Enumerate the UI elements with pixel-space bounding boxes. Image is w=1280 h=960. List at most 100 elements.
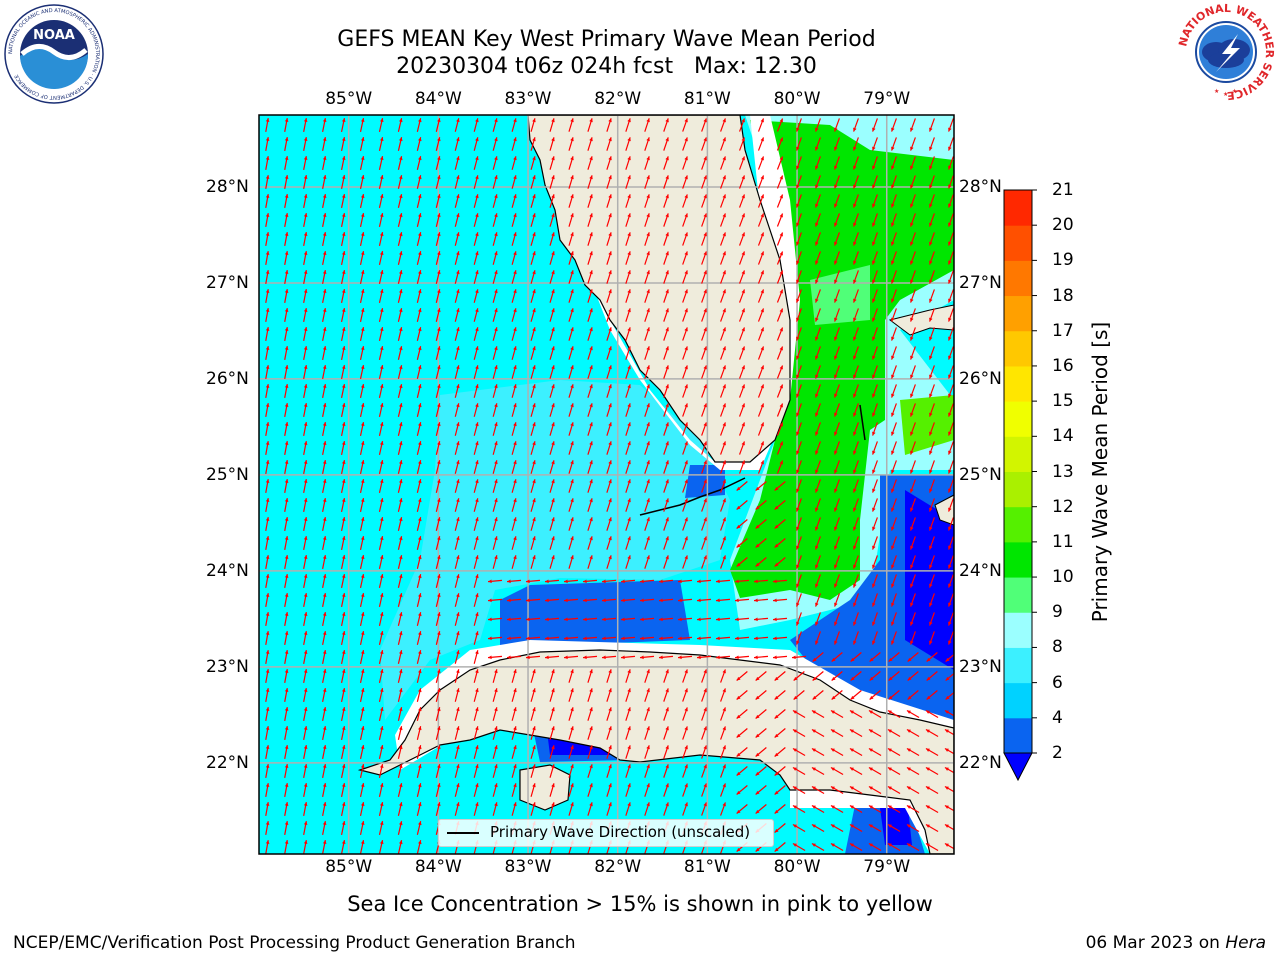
wave-arrow [303, 118, 308, 132]
wave-arrow [492, 726, 498, 740]
wave-arrow [322, 118, 327, 132]
wave-arrow [340, 688, 346, 702]
wave-arrow [397, 289, 403, 303]
wave-arrow [454, 270, 460, 284]
wave-arrow [888, 690, 900, 700]
wave-arrow [473, 346, 479, 360]
wave-arrow [891, 175, 897, 189]
wave-arrow [853, 118, 859, 132]
wave-arrow [834, 346, 840, 360]
wave-arrow [473, 707, 479, 721]
wave-arrow [853, 346, 859, 360]
wave-arrow [416, 536, 422, 550]
wave-arrow [265, 137, 270, 151]
wave-arrow [340, 517, 346, 531]
wave-arrow [753, 598, 769, 603]
wave-arrow [416, 593, 422, 607]
wave-arrow [284, 764, 289, 778]
wave-arrow [738, 137, 746, 151]
wave-arrow [853, 232, 859, 246]
wave-arrow [644, 213, 650, 227]
wave-arrow [511, 137, 517, 151]
wave-arrow [397, 555, 403, 569]
wave-arrow [910, 517, 916, 531]
wave-arrow [435, 479, 441, 493]
wave-arrow [284, 517, 289, 531]
wave-arrow [774, 709, 786, 719]
wave-arrow [416, 175, 422, 189]
wave-arrow [620, 579, 636, 584]
wave-arrow [644, 555, 650, 569]
wave-arrow [530, 707, 536, 721]
wave-arrow [568, 764, 574, 778]
wave-arrow [929, 232, 935, 246]
legend-label: Primary Wave Direction (unscaled) [490, 823, 751, 841]
wave-arrow [891, 574, 897, 588]
wave-arrow [738, 441, 746, 455]
colorbar-segment [1004, 647, 1032, 684]
wave-arrow [772, 636, 788, 641]
wave-arrow [378, 270, 384, 284]
wave-arrow [340, 346, 346, 360]
wave-arrow [830, 804, 844, 814]
wave-arrow [359, 821, 365, 835]
wave-arrow [891, 422, 897, 436]
wave-arrow [929, 137, 935, 151]
wave-arrow [625, 175, 631, 189]
wave-arrow [792, 823, 806, 833]
wave-arrow [757, 194, 765, 208]
wave-arrow [834, 403, 840, 417]
wave-arrow [720, 802, 726, 816]
wave-arrow [416, 517, 422, 531]
wave-arrow [811, 709, 825, 719]
wave-arrow [663, 270, 669, 284]
wave-arrow [738, 232, 746, 246]
wave-arrow [587, 365, 593, 379]
wave-arrow [948, 384, 954, 398]
wave-arrow [568, 688, 574, 702]
wave-arrow [888, 671, 900, 681]
wave-arrow [378, 156, 384, 170]
wave-arrow [853, 631, 859, 645]
wave-arrow [587, 137, 593, 151]
wave-arrow [416, 764, 422, 778]
wave-arrow [872, 232, 878, 246]
wave-arrow [796, 137, 802, 151]
wave-arrow [910, 327, 916, 341]
wave-arrow [265, 327, 270, 341]
noaa-logo-text: NOAA [33, 28, 75, 43]
wave-arrow [948, 403, 954, 417]
wave-arrow [606, 232, 612, 246]
wave-arrow [796, 308, 802, 322]
wave-arrow [677, 636, 693, 641]
noaa-logo-icon: NATIONAL OCEANIC AND ATMOSPHERIC ADMINIS… [4, 4, 104, 104]
wave-arrow [511, 707, 517, 721]
wave-arrow [701, 802, 707, 816]
wave-arrow [625, 289, 631, 303]
wave-arrow [910, 156, 916, 170]
left-lat-label: 27°N [206, 272, 249, 293]
wave-arrow [625, 517, 631, 531]
wave-arrow [872, 194, 878, 208]
wave-arrow [340, 175, 346, 189]
wave-arrow [948, 498, 954, 512]
bottom-lon-label: 84°W [414, 857, 462, 877]
wave-arrow [303, 631, 308, 645]
wave-arrow [601, 579, 617, 584]
wave-arrow [492, 536, 498, 550]
wave-arrow [796, 460, 802, 474]
wave-arrow [322, 251, 327, 265]
wave-arrow [796, 441, 802, 455]
wave-arrow [663, 479, 669, 493]
footer-branch: NCEP/EMC/Verification Post Processing Pr… [13, 933, 576, 953]
wave-arrow [487, 598, 503, 603]
wave-arrow [887, 785, 901, 795]
wave-arrow [929, 346, 935, 360]
wave-arrow [340, 460, 346, 474]
wave-arrow [815, 232, 821, 246]
wave-arrow [265, 289, 270, 303]
wave-arrow [948, 517, 954, 531]
wave-arrow [397, 460, 403, 474]
wave-arrow [511, 536, 517, 550]
wave-arrow [340, 479, 346, 493]
